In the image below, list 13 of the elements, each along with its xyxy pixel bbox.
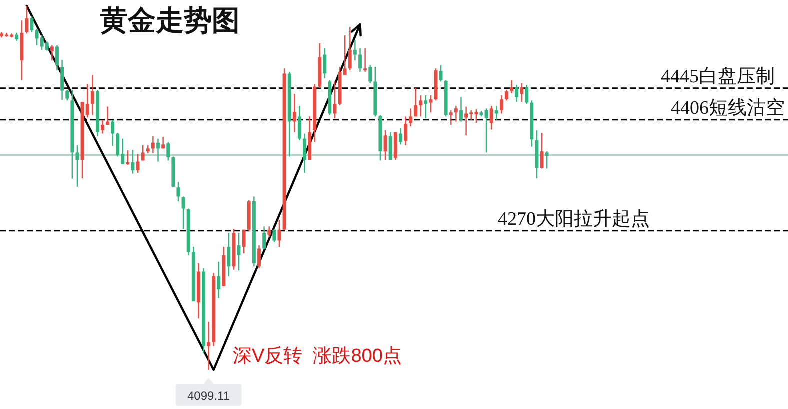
candlestick [449, 110, 453, 126]
ref-line-label: 4270大阳拉升起点 [498, 208, 650, 230]
candlestick [207, 322, 210, 370]
annotation: 深V反转 涨跌800点 [233, 346, 402, 367]
ref-line-label: 4445白盘压制 [661, 66, 775, 88]
annotation: 4099.11 [188, 389, 230, 403]
candlestick [106, 106, 110, 126]
ref-line-label: 4406短线沽空 [671, 96, 785, 119]
candlestick [364, 48, 367, 72]
candlestick [454, 106, 458, 122]
candlestick [354, 40, 357, 61]
candlestick [156, 138, 160, 162]
chart-title: 黄金走势图 [99, 6, 240, 37]
